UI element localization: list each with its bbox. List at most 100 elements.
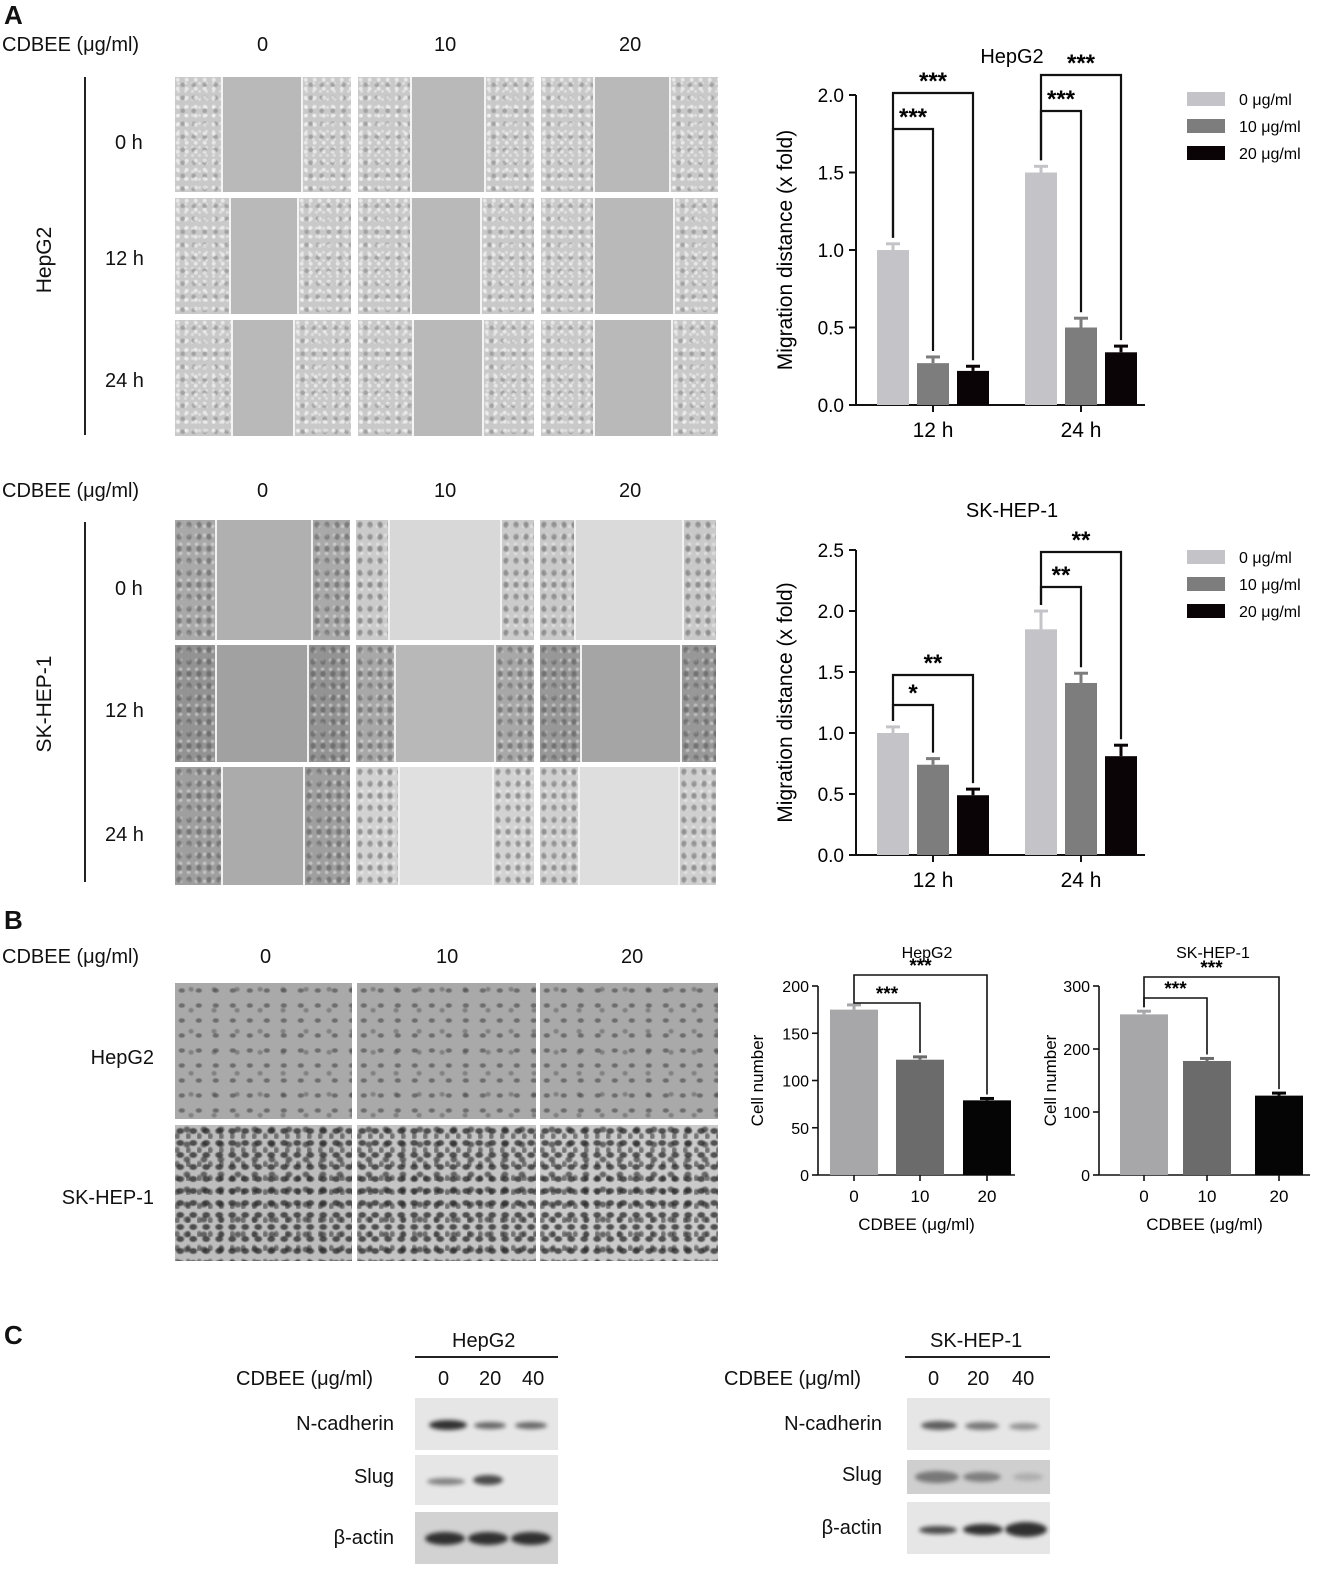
- hepg2-row-group-label: HepG2: [33, 226, 56, 294]
- bar: [1183, 1060, 1231, 1175]
- legend-label: 10 μg/ml: [1239, 119, 1301, 136]
- legend-swatch: [1187, 604, 1225, 618]
- scratch-image: [175, 767, 350, 885]
- x-tick-label: 20: [1270, 1187, 1289, 1206]
- significance-label: ***: [1200, 958, 1223, 979]
- y-axis-label: Cell number: [1041, 1034, 1060, 1126]
- legend-label: 20 μg/ml: [1239, 604, 1301, 621]
- chart-title: SK-HEP-1: [1176, 945, 1250, 962]
- y-tick-label: 0.0: [818, 846, 844, 867]
- blot-skhep1-protein-ncadherin: N-cadherin: [784, 1413, 882, 1435]
- transwell-image: [357, 983, 536, 1119]
- significance-label: ***: [876, 984, 899, 1005]
- blot-skhep1-title-rule: [905, 1356, 1050, 1358]
- legend-label: 20 μg/ml: [1239, 146, 1301, 163]
- bar: [917, 363, 949, 405]
- blot-hepg2-dose-40: 40: [522, 1368, 545, 1390]
- blot-hepg2-protein-slug: Slug: [353, 1466, 394, 1488]
- bar: [1025, 172, 1057, 405]
- legend-swatch: [1187, 92, 1225, 106]
- blot-skhep1-protein-bactin: β-actin: [821, 1517, 882, 1539]
- bar: [1065, 327, 1097, 405]
- y-tick-label: 1.0: [818, 724, 844, 745]
- bar: [1105, 352, 1137, 405]
- x-tick-label: 10: [911, 1187, 930, 1206]
- blot-hepg2-title: HepG2: [452, 1330, 516, 1352]
- skhep1-time-12h: 12 h: [105, 700, 144, 722]
- hepg2-time-12h: 12 h: [105, 248, 144, 270]
- bar: [957, 370, 989, 405]
- blot-hepg2-slug: [415, 1455, 558, 1505]
- scratch-image: [175, 77, 351, 192]
- blot-hepg2-ncadherin: [415, 1398, 558, 1450]
- x-axis-label: CDBEE (μg/ml): [1146, 1215, 1263, 1234]
- x-tick-label: 0: [849, 1187, 858, 1206]
- blot-hepg2-title-rule: [415, 1356, 558, 1358]
- panel-b-dose-10: 10: [436, 946, 459, 968]
- y-axis-label: Migration distance (x fold): [774, 130, 797, 370]
- blot-skhep1-dose-40: 40: [1012, 1368, 1035, 1390]
- blot-skhep1-title: SK-HEP-1: [930, 1330, 1023, 1352]
- scratch-image: [358, 77, 534, 192]
- hepg2-dose-header-label: CDBEE (μg/ml): [2, 34, 140, 56]
- x-tick-label: 0: [1139, 1187, 1148, 1206]
- hepg2-dose-10: 10: [434, 34, 457, 56]
- skhep1-dose-20: 20: [619, 480, 642, 502]
- bar: [1105, 756, 1137, 855]
- x-tick-label: 20: [978, 1187, 997, 1206]
- significance-label: **: [924, 650, 943, 677]
- significance-label: ***: [919, 68, 948, 95]
- skhep1-time-0h: 0 h: [115, 578, 143, 600]
- transwell-image: [175, 1125, 352, 1261]
- blot-hepg2-dose-20: 20: [479, 1368, 502, 1390]
- transwell-image: [175, 983, 352, 1119]
- significance-label: *: [908, 680, 918, 707]
- significance-label: ***: [909, 956, 932, 977]
- significance-bracket: [891, 91, 975, 361]
- y-tick-label: 300: [1063, 979, 1090, 996]
- blot-skhep1-protein-slug: Slug: [841, 1464, 882, 1486]
- panel-b-row-hepg2: HepG2: [90, 1047, 154, 1069]
- blot-hepg2-protein-ncadherin: N-cadherin: [296, 1413, 394, 1435]
- chart-title: SK-HEP-1: [966, 500, 1058, 522]
- blot-hepg2-dose-label: CDBEE (μg/ml): [236, 1368, 374, 1390]
- scratch-image: [540, 520, 716, 640]
- legend-swatch: [1187, 550, 1225, 564]
- panel-letter-b: B: [4, 905, 23, 935]
- blot-skhep1-slug: [907, 1460, 1050, 1494]
- transwell-image: [357, 1125, 536, 1261]
- y-tick-label: 0: [800, 1168, 809, 1185]
- significance-label: ***: [1067, 50, 1096, 77]
- x-tick-label: 12 h: [913, 419, 954, 442]
- hepg2-time-24h: 24 h: [105, 370, 144, 392]
- y-tick-label: 0.5: [818, 319, 844, 340]
- significance-bracket: [853, 1000, 921, 1053]
- x-tick-label: 24 h: [1061, 419, 1102, 442]
- significance-bracket: [1143, 976, 1280, 1090]
- significance-bracket: [1039, 550, 1123, 740]
- bar: [896, 1059, 944, 1175]
- y-tick-label: 0.0: [818, 396, 844, 417]
- y-axis-label: Cell number: [748, 1034, 767, 1126]
- bar: [963, 1100, 1011, 1175]
- significance-bracket: [1039, 73, 1123, 341]
- blot-skhep1-dose-20: 20: [967, 1368, 990, 1390]
- significance-label: ***: [1047, 86, 1076, 113]
- legend-label: 0 μg/ml: [1239, 550, 1292, 567]
- scratch-image: [358, 198, 534, 314]
- bar: [830, 1009, 878, 1175]
- y-tick-label: 2.0: [818, 602, 844, 623]
- chart-title: HepG2: [902, 945, 953, 962]
- x-axis-label: CDBEE (μg/ml): [858, 1215, 975, 1234]
- skhep1-migration-chart: SK-HEP-1 Migration distance (x fold) 0.0 0.…: [774, 500, 1301, 892]
- bar: [917, 764, 949, 855]
- significance-label: ***: [899, 104, 928, 131]
- panel-b-row-skhep1: SK-HEP-1: [61, 1187, 154, 1209]
- y-tick-label: 2.5: [818, 541, 844, 562]
- scratch-image: [175, 198, 351, 314]
- blot-skhep1-dose-label: CDBEE (μg/ml): [724, 1368, 862, 1390]
- y-tick-label: 1.5: [818, 164, 844, 185]
- scratch-image: [356, 645, 534, 762]
- skhep1-dose-10: 10: [434, 480, 457, 502]
- scratch-image: [541, 320, 718, 436]
